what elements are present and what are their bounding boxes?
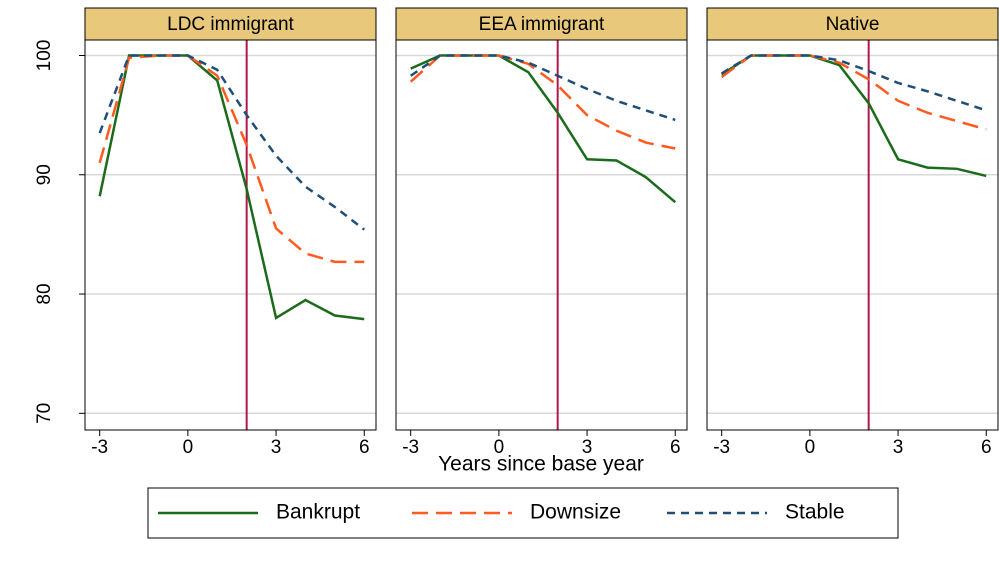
x-tick-label: 0 <box>183 437 194 458</box>
x-tick-label: 0 <box>805 437 816 458</box>
plot-frame <box>84 39 377 431</box>
y-tick-label: 100 <box>34 40 55 72</box>
y-tick-label: 70 <box>34 403 55 424</box>
series-line <box>409 54 676 122</box>
plot-frame <box>706 39 999 431</box>
series-line <box>98 54 366 231</box>
series-line <box>98 54 365 264</box>
series-line <box>410 54 677 204</box>
x-tick-label: 3 <box>893 437 904 458</box>
panel-header <box>706 7 999 41</box>
panel-title: EEA immigrant <box>479 14 605 35</box>
legend-label: Bankrupt <box>276 501 360 524</box>
legend-label: Stable <box>785 501 845 524</box>
series-line <box>409 54 676 150</box>
x-tick-label: -3 <box>713 437 730 458</box>
panel-header <box>84 7 377 41</box>
x-axis-title: Years since base year <box>438 453 644 476</box>
series-line <box>721 54 987 112</box>
panel-title: Native <box>826 14 880 35</box>
x-tick-label: 3 <box>582 437 593 458</box>
series-line <box>98 54 365 321</box>
x-tick-label: 3 <box>271 437 282 458</box>
x-tick-label: 0 <box>494 437 505 458</box>
panel-title: LDC immigrant <box>167 14 294 35</box>
y-tick-label: 90 <box>34 164 55 185</box>
series-line <box>720 54 987 131</box>
x-tick-label: 6 <box>670 437 681 458</box>
y-tick-label: 80 <box>34 283 55 304</box>
x-tick-label: 6 <box>359 437 370 458</box>
plot-frame <box>395 39 688 431</box>
x-tick-label: 6 <box>981 437 992 458</box>
x-tick-label: -3 <box>402 437 419 458</box>
x-tick-label: -3 <box>91 437 108 458</box>
legend-box <box>147 487 899 539</box>
series-line <box>721 54 987 178</box>
legend-label: Downsize <box>530 501 621 524</box>
